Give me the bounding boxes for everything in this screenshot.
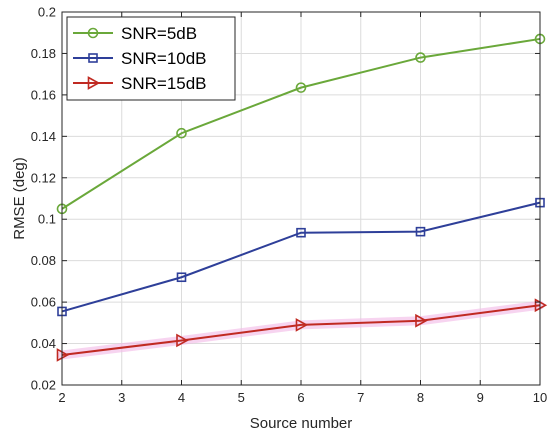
series-layer (56, 33, 548, 362)
legend-marker (88, 53, 98, 63)
series-line (61, 37, 541, 210)
y-tick-label: 0.1 (38, 212, 56, 227)
legend-label: SNR=5dB (121, 24, 197, 43)
legend-item: SNR=15dB (73, 74, 207, 93)
x-tick-label: 9 (477, 390, 484, 405)
data-point (415, 313, 428, 328)
data-point (296, 227, 306, 238)
x-tick-label: 6 (297, 390, 304, 405)
series-line (61, 201, 541, 313)
y-tick-label: 0.02 (31, 378, 56, 393)
legend-item: SNR=5dB (73, 24, 197, 43)
y-tick-label: 0.16 (31, 87, 56, 102)
data-point (415, 52, 426, 63)
legend-label: SNR=15dB (121, 74, 207, 93)
y-tick-label: 0.2 (38, 5, 56, 20)
y-tick-label: 0.18 (31, 46, 56, 61)
legend: SNR=5dB SNR=10dB SNR=15dB (66, 16, 236, 101)
x-tick-label: 2 (58, 390, 65, 405)
data-point (176, 272, 187, 283)
x-tick-label: 4 (178, 390, 185, 405)
x-tick-label: 5 (238, 390, 245, 405)
data-point (176, 333, 189, 348)
data-point (176, 127, 187, 139)
legend-marker (87, 76, 101, 90)
y-tick-label: 0.12 (31, 170, 56, 185)
y-tick-label: 0.04 (31, 336, 56, 351)
x-tick-label: 10 (533, 390, 547, 405)
legend-marker (87, 27, 99, 39)
legend-item: SNR=10dB (73, 49, 207, 68)
data-point (415, 226, 426, 237)
y-tick-label: 0.14 (31, 129, 56, 144)
y-tick-label: 0.06 (31, 295, 56, 310)
series-line (61, 304, 541, 356)
x-tick-label: 3 (118, 390, 125, 405)
axis-ticks: 2 3 4 5 6 7 8 9 10 0.02 0.04 0.06 0.08 0.1 0.12 0.14 0.1… (31, 5, 548, 406)
data-point (295, 82, 307, 93)
legend-label: SNR=10dB (121, 49, 207, 68)
x-axis-label: Source number (250, 415, 353, 432)
y-axis-label: RMSE (deg) (11, 157, 28, 240)
y-tick-label: 0.08 (31, 253, 56, 268)
data-point (295, 318, 309, 332)
x-tick-label: 7 (357, 390, 364, 405)
x-tick-label: 8 (417, 390, 424, 405)
